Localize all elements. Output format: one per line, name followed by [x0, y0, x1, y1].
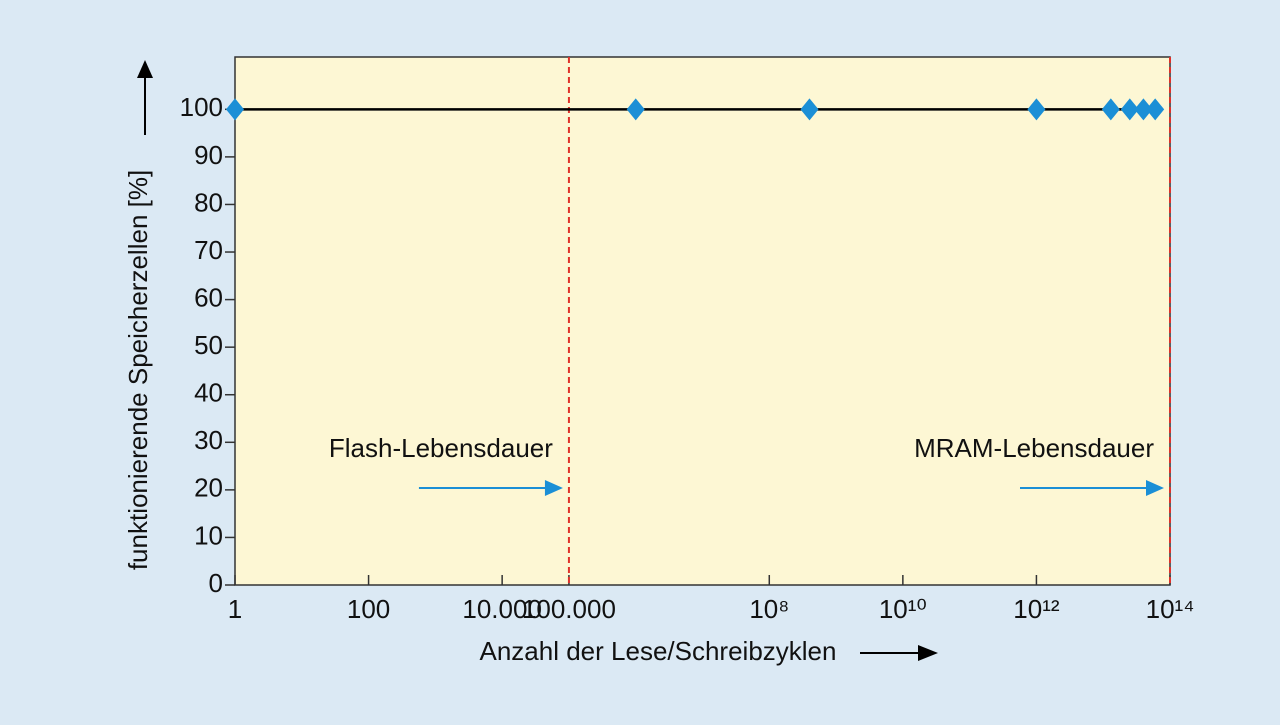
x-tick-label: 10¹²	[1013, 594, 1060, 624]
annotation-arrowhead	[1146, 480, 1164, 496]
annotation-text: Flash-Lebensdauer	[329, 433, 553, 463]
data-point	[1120, 98, 1139, 121]
data-point	[626, 98, 645, 121]
x-tick-label: 10¹⁰	[879, 594, 927, 624]
y-tick-label: 50	[194, 330, 223, 360]
y-tick-label: 40	[194, 378, 223, 408]
y-tick-label: 30	[194, 425, 223, 455]
x-tick-label: 1	[228, 594, 242, 624]
x-tick-label: 10¹⁴	[1146, 594, 1195, 624]
y-tick-label: 0	[209, 568, 223, 598]
y-tick-label: 10	[194, 520, 223, 550]
data-point	[226, 98, 244, 121]
y-axis-label: funktionierende Speicherzellen [%]	[123, 170, 153, 570]
x-tick-label: 10⁸	[749, 594, 789, 624]
data-point	[1146, 98, 1165, 121]
annotation-text: MRAM-Lebensdauer	[914, 433, 1154, 463]
plot-area	[234, 56, 1171, 586]
x-tick-label: 100	[347, 594, 390, 624]
x-tick-label: 100.000	[522, 594, 616, 624]
y-axis-arrowhead	[137, 60, 153, 78]
data-point	[1027, 98, 1046, 121]
y-tick-label: 90	[194, 140, 223, 170]
data-point	[1101, 98, 1120, 121]
x-axis-label: Anzahl der Lese/Schreibzyklen	[480, 636, 837, 666]
data-point	[1134, 98, 1153, 121]
annotation-arrowhead	[544, 480, 563, 496]
x-axis-arrowhead	[918, 645, 938, 661]
data-point	[800, 98, 819, 121]
y-tick-label: 100	[180, 92, 223, 122]
y-tick-label: 70	[194, 235, 223, 265]
y-tick-label: 20	[194, 473, 223, 503]
y-tick-label: 60	[194, 282, 223, 312]
x-tick-label: 10.000	[462, 594, 542, 624]
y-tick-label: 80	[194, 187, 223, 217]
